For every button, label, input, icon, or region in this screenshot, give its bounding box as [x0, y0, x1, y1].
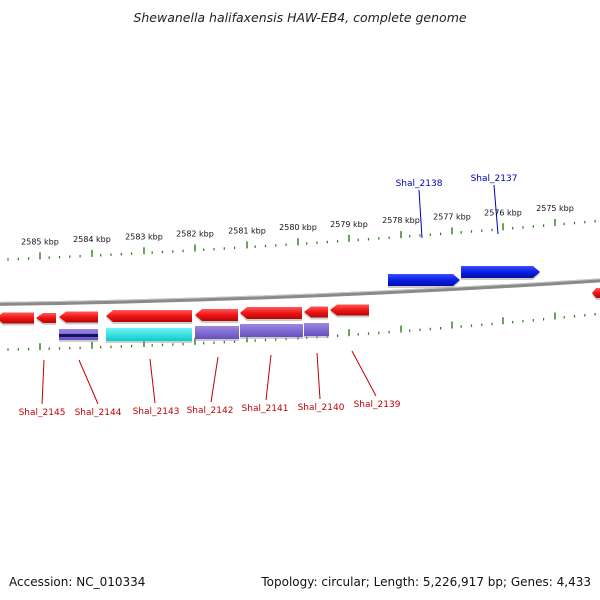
gene-label-shal-2138: Shal_2138: [396, 179, 443, 189]
gene-label-shal-2140: Shal_2140: [298, 403, 345, 413]
reverse-gene-arrow: [106, 310, 192, 322]
map-title: Shewanella halifaxensis HAW-EB4, complet…: [133, 10, 466, 25]
tick-label: 2583 kbp: [125, 232, 163, 241]
reverse-gene-arrow: [330, 304, 369, 316]
gene-label-shal-2145: Shal_2145: [19, 408, 66, 418]
genome-backbone-highlight: [0, 278, 600, 303]
feature-block-purple: [304, 323, 329, 336]
reverse-gene-arrow: [592, 288, 600, 298]
tick-label: 2577 kbp: [433, 212, 471, 221]
gene-label-shal-2143: Shal_2143: [133, 407, 180, 417]
gene-leader-line: [149, 358, 156, 404]
forward-gene-arrow: [461, 266, 540, 278]
tick-label: 2581 kbp: [228, 226, 266, 235]
tick-label: 2580 kbp: [279, 223, 317, 232]
gene-label-shal-2141: Shal_2141: [242, 404, 289, 414]
feature-block-purple: [195, 326, 239, 339]
gene-label-shal-2142: Shal_2142: [187, 406, 234, 416]
feature-track: [59, 323, 329, 343]
genome-backbone: [0, 278, 600, 306]
feature-band-navy: [59, 334, 98, 337]
gene-leader-line: [210, 356, 219, 403]
gene-track: [0, 266, 600, 326]
gene-leader-line: [78, 359, 99, 405]
reverse-gene-arrow: [195, 309, 238, 321]
gene-label-shal-2144: Shal_2144: [75, 408, 122, 418]
gene-leader-line: [351, 350, 377, 397]
tick-label: 2582 kbp: [176, 229, 214, 238]
accession-text: Accession: NC_010334: [9, 575, 146, 589]
tick-label: 2575 kbp: [536, 204, 574, 213]
feature-block-purple: [240, 324, 303, 337]
genome-info-text: Topology: circular; Length: 5,226,917 bp…: [261, 575, 591, 589]
tick-label: 2585 kbp: [21, 237, 59, 246]
tick-label: 2584 kbp: [73, 235, 111, 244]
reverse-gene-arrow: [304, 306, 328, 318]
gene-label-shal-2137: Shal_2137: [471, 174, 518, 184]
tick-label: 2576 kbp: [484, 208, 522, 217]
gene-label-shal-2139: Shal_2139: [354, 400, 401, 410]
gene-leader-line: [41, 359, 45, 405]
gene-leader-line: [265, 354, 272, 401]
forward-gene-arrow: [388, 274, 460, 286]
reverse-gene-arrow: [240, 307, 302, 319]
gene-label-track: Shal_2138 Shal_2137 Shal_2145 Shal_2144 Shal…: [19, 174, 518, 418]
tick-label: 2578 kbp: [382, 216, 420, 225]
reverse-gene-arrow: [0, 312, 34, 324]
tick-label: 2579 kbp: [330, 220, 368, 229]
upper-tick-track: 2585 kbp 2584 kbp 2583 kbp 2582 kbp 2581 kbp…: [7, 204, 596, 261]
reverse-gene-arrow: [36, 313, 56, 323]
reverse-gene-arrow: [59, 311, 98, 323]
gene-leader-line: [316, 352, 321, 400]
gene-leader-line: [418, 189, 423, 239]
gene-leader-line: [493, 184, 499, 235]
feature-block-cyan: [106, 328, 192, 341]
